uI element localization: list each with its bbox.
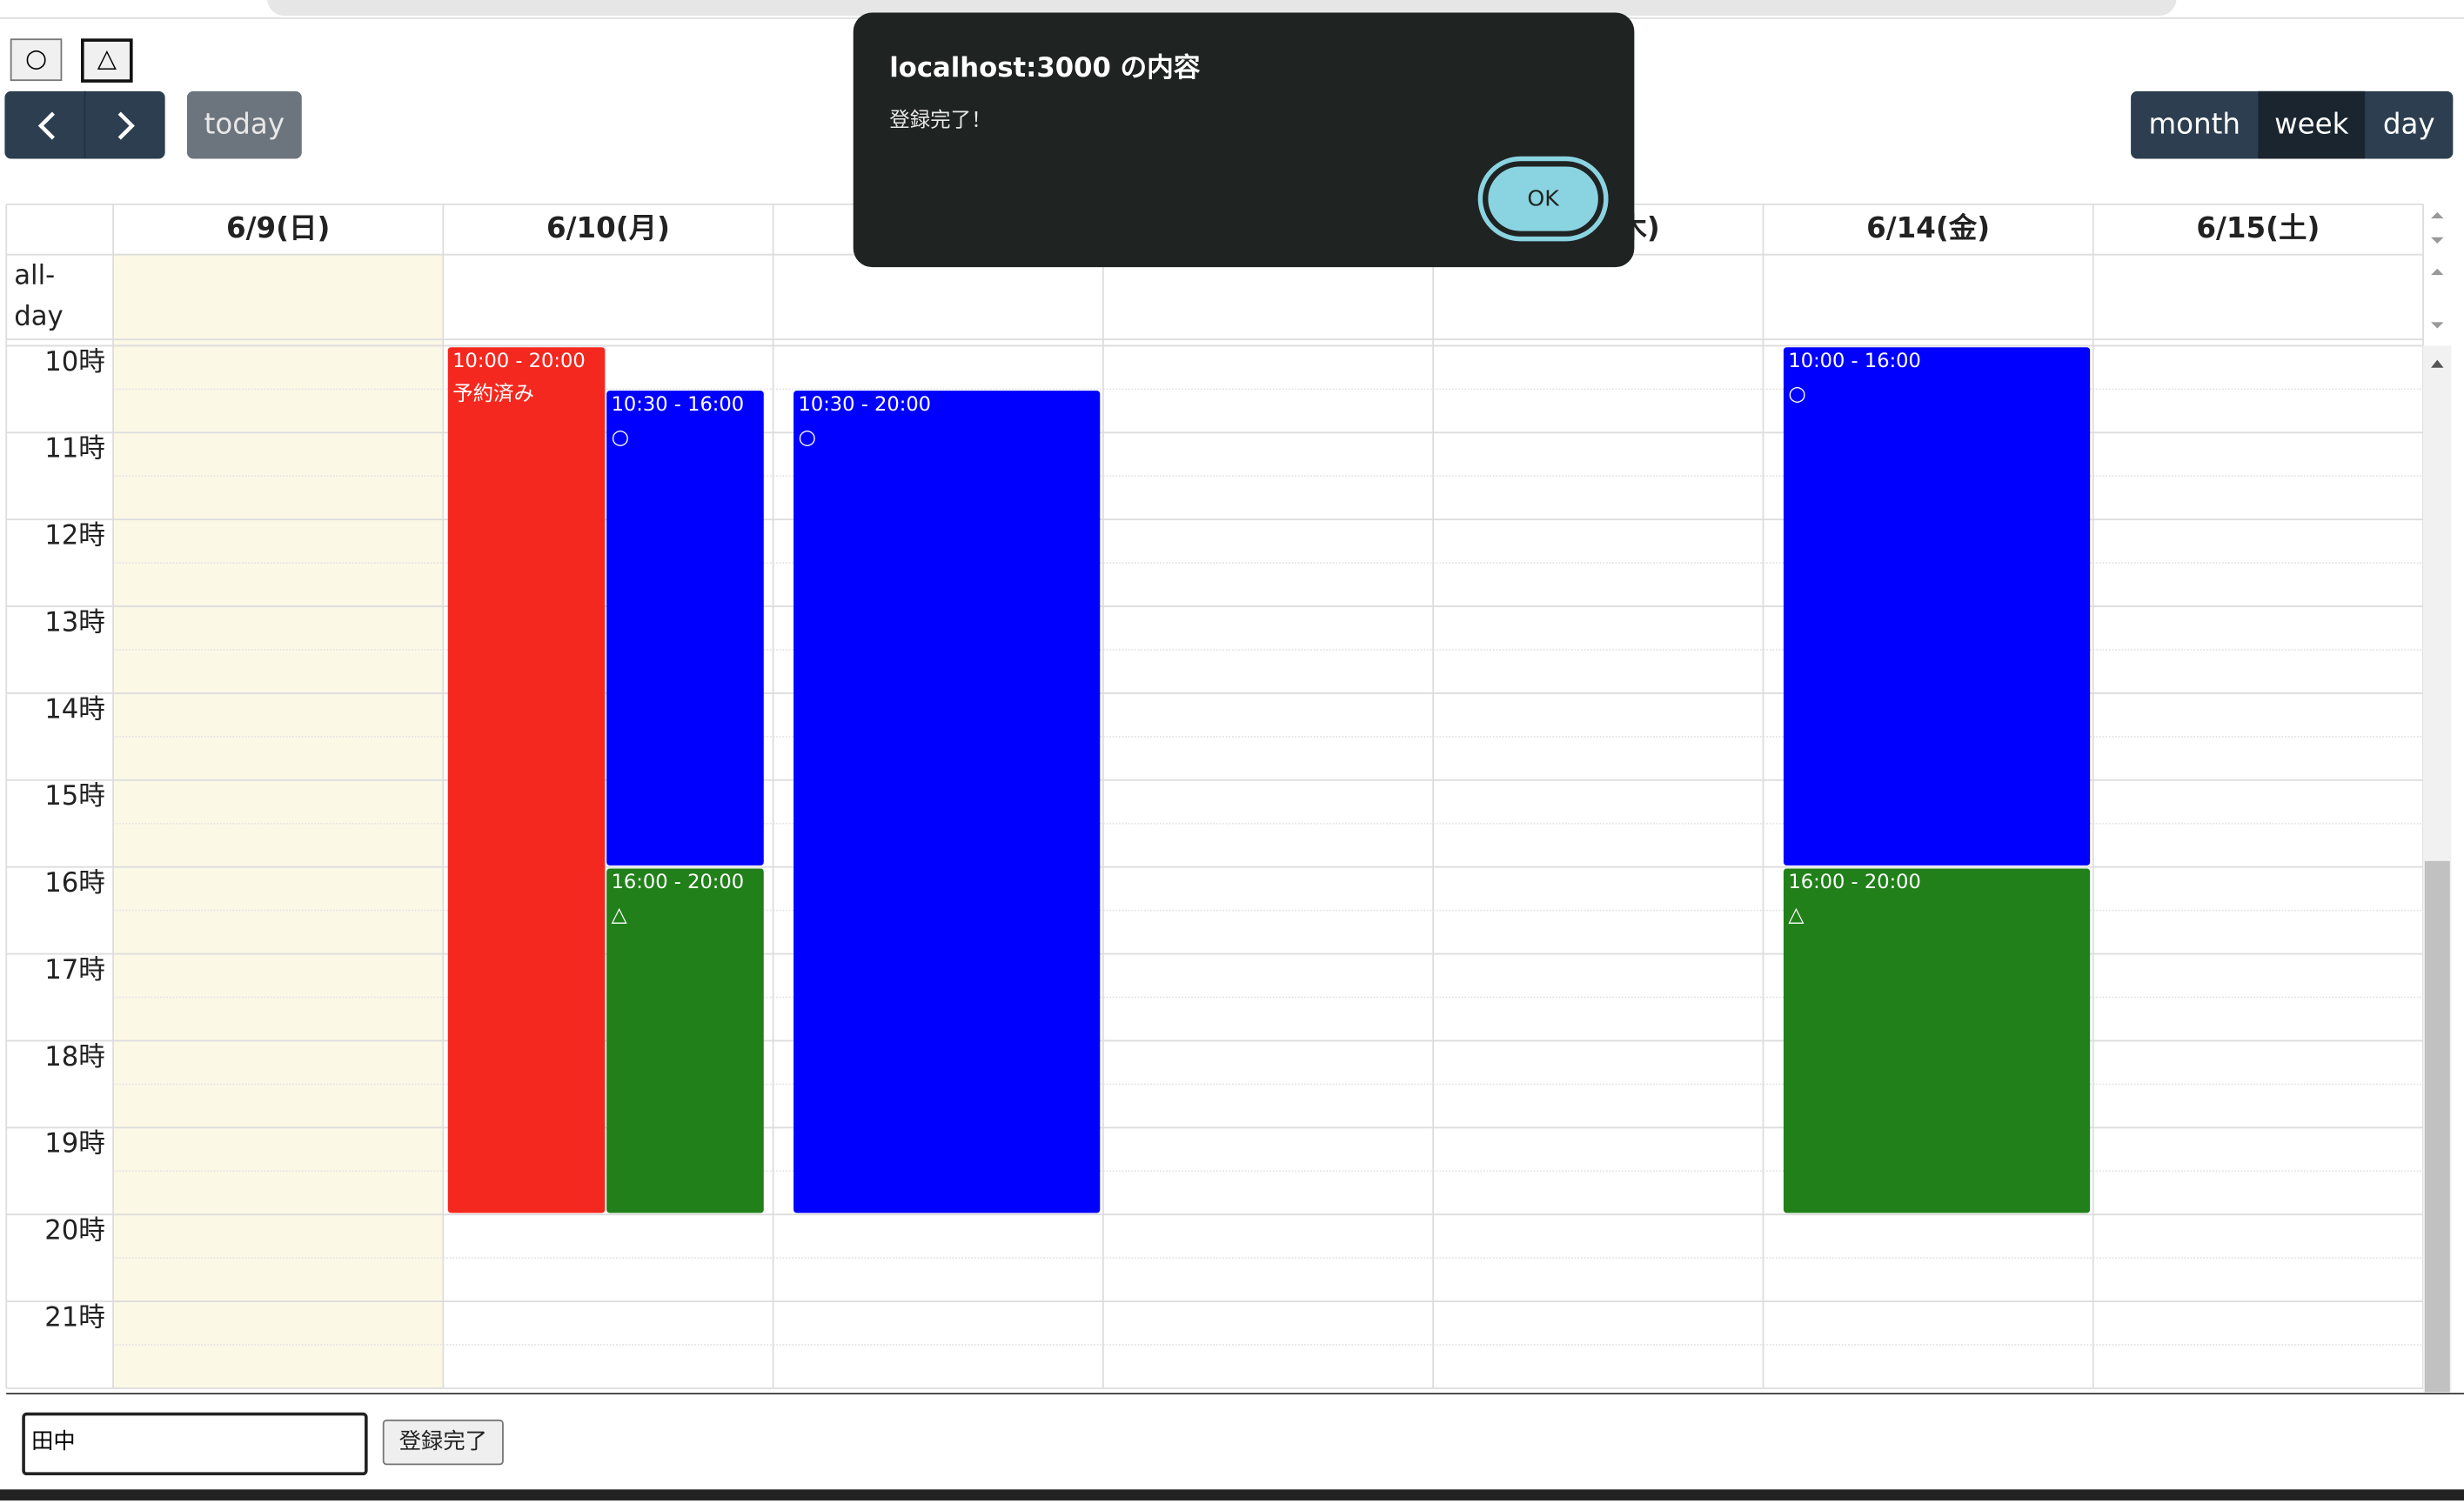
mark-button-label[interactable]: △ (97, 43, 117, 73)
hour-label: 10時 (44, 347, 105, 378)
view-button[interactable]: day (2383, 108, 2435, 141)
ok-focus-ring (1477, 156, 1609, 242)
hour-label: 21時 (44, 1302, 105, 1333)
event-time[interactable]: 10:30 - 16:00 (612, 393, 745, 416)
hour-label: 14時 (44, 694, 105, 725)
browser-bar (267, 0, 2177, 17)
prev-button[interactable] (37, 111, 56, 140)
mark-buttons: ○ △ (10, 38, 133, 83)
form-area (0, 1394, 2464, 1490)
taskbar-edge (0, 1489, 2464, 1501)
submit-button[interactable] (382, 1419, 504, 1466)
event-title[interactable]: ○ (1788, 381, 1805, 405)
hour-label: 11時 (44, 434, 105, 465)
view-button[interactable]: month (2149, 108, 2240, 141)
hour-label: 13時 (44, 607, 105, 638)
event-time[interactable]: 16:00 - 20:00 (612, 871, 745, 893)
event[interactable] (793, 391, 1101, 1213)
event-time[interactable]: 10:30 - 20:00 (799, 393, 932, 416)
today-label[interactable]: today (204, 108, 285, 141)
event[interactable] (606, 391, 764, 866)
mark-button[interactable] (81, 38, 133, 83)
event-time[interactable]: 10:00 - 20:00 (452, 350, 586, 372)
event[interactable] (447, 347, 606, 1213)
mark-button-label[interactable]: ○ (25, 43, 47, 73)
hour-label: 20時 (44, 1216, 105, 1247)
ok-label[interactable]: OK (1527, 185, 1560, 211)
all-day-label: day (14, 301, 63, 331)
hour-label: 19時 (44, 1129, 105, 1160)
event-time[interactable]: 16:00 - 20:00 (1788, 871, 1921, 893)
hour-label: 15時 (44, 781, 105, 812)
header-scroll (2431, 211, 2444, 329)
day-header: 6/14(金) (1866, 211, 1990, 244)
dialog-title: localhost:3000 の内容 (889, 53, 1201, 84)
hour-label: 18時 (44, 1042, 105, 1073)
scroll-thumb[interactable] (2424, 860, 2450, 1393)
next-button[interactable] (117, 111, 135, 140)
view-active (2258, 90, 2366, 159)
event-title[interactable]: △ (1788, 902, 1804, 926)
day-header: 6/15(土) (2196, 211, 2320, 244)
name-input-value[interactable]: 田中 (31, 1428, 76, 1454)
view-button[interactable]: week (2274, 108, 2349, 141)
mark-button[interactable] (10, 38, 63, 82)
day-header: 6/10(月) (546, 211, 670, 244)
event[interactable] (1783, 868, 2091, 1213)
event-title[interactable]: ○ (612, 424, 629, 449)
hour-label: 17時 (44, 955, 105, 986)
scroll-up[interactable] (2431, 359, 2444, 368)
today-button[interactable] (186, 90, 302, 159)
hour-label: 16時 (44, 868, 105, 899)
name-input[interactable] (22, 1412, 368, 1476)
all-day-label: all- (14, 260, 55, 291)
scrollbar (2423, 211, 2452, 1393)
event-time[interactable]: 10:00 - 16:00 (1788, 350, 1921, 372)
day-header: 6/9(日) (226, 211, 330, 244)
event-title[interactable]: △ (612, 902, 627, 926)
dialog-box (853, 12, 1635, 268)
event[interactable] (1783, 347, 2091, 866)
calendar: 10時 11時 12時 13時 14時 15時 16時 17時 18時 19時 20時 21時 all-… (5, 203, 2424, 1389)
today-column (113, 254, 444, 1388)
alert-dialog: localhost:3000 の内容 登録完了！ OK (853, 12, 1635, 268)
event-title[interactable]: 予約済み (452, 381, 534, 405)
dialog-message: 登録完了！ (889, 108, 991, 132)
hour-label: 12時 (44, 521, 105, 551)
event-title[interactable]: ○ (799, 424, 816, 449)
ok-button[interactable] (1484, 163, 1602, 235)
submit-label[interactable]: 登録完了 (399, 1428, 487, 1454)
event[interactable] (606, 868, 764, 1213)
